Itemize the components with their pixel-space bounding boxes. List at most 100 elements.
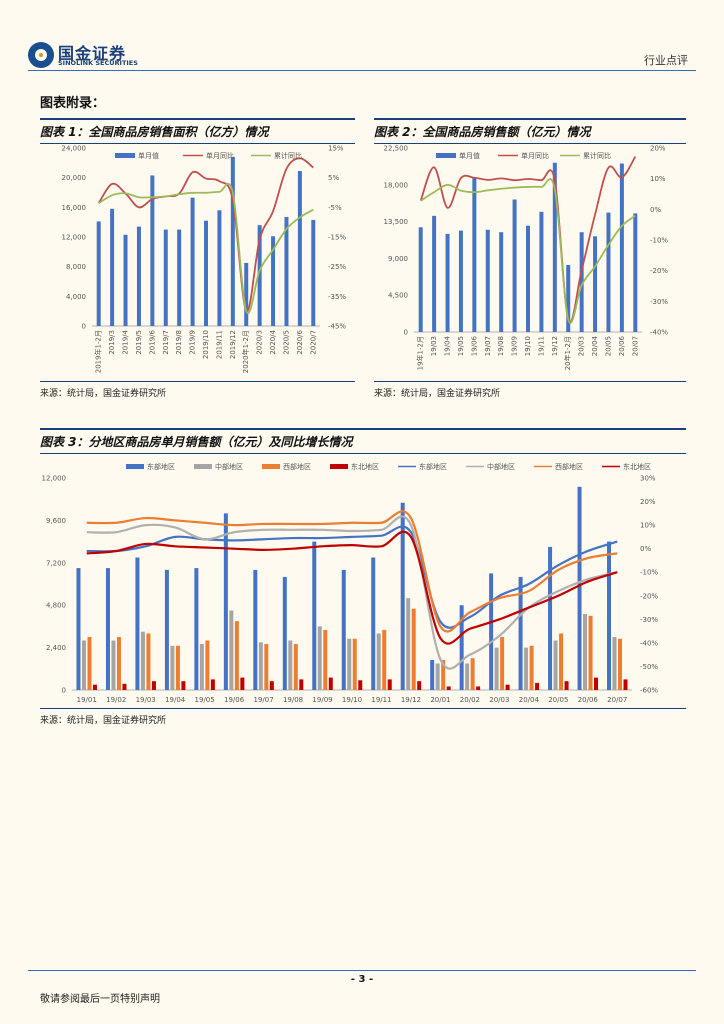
y-right-tick-label: -45%: [328, 323, 346, 331]
y-right-tick-label: 15%: [328, 145, 344, 153]
x-tick-label: 19/03: [136, 696, 156, 704]
x-tick-label: 2019/3: [108, 330, 116, 355]
x-tick-label: 20/02: [460, 696, 480, 704]
bar-fig3-s3: [387, 679, 392, 690]
bar-fig3-s1: [288, 640, 293, 690]
bar-fig3-s2: [175, 645, 180, 690]
bar-fig3-s3: [564, 681, 569, 690]
bar-fig1-s0: [123, 234, 128, 326]
x-tick-label: 20/04: [519, 696, 540, 704]
bar-fig3-s1: [170, 645, 175, 690]
bar-fig1-s0: [204, 220, 208, 326]
x-tick-label: 19/08: [283, 696, 303, 704]
x-tick-label: 19/04: [165, 696, 186, 704]
bar-fig3-s2: [441, 659, 446, 690]
x-tick-label: 2019/4: [122, 329, 130, 354]
bar-fig3-s3: [594, 677, 599, 690]
line-fig2-s1: [419, 156, 637, 324]
x-tick-label: 20/03: [489, 696, 509, 704]
bar-fig2-s0: [499, 232, 504, 332]
y-right-tick-label: -60%: [640, 687, 658, 695]
legend-swatch: [436, 153, 456, 158]
bar-fig3-s3: [240, 677, 245, 690]
x-tick-label: 19/05: [195, 696, 215, 704]
fig1-chart: 0 4,000 8,000 12,000 16,000 20,000 24,000 -45% -…: [62, 145, 347, 374]
y-left-tick-label: 4,000: [66, 293, 86, 301]
bar-fig3-s0: [341, 569, 346, 690]
bar-fig3-s1: [376, 633, 381, 690]
y-right-tick-label: -10%: [650, 237, 668, 245]
bar-fig3-s0: [282, 576, 287, 690]
bar-fig3-s3: [151, 681, 156, 690]
legend-label: 东部地区: [147, 462, 175, 471]
x-tick-label: 2019/10: [202, 330, 210, 359]
y-right-tick-label: -35%: [328, 293, 346, 301]
x-tick-label: 19/08: [497, 336, 505, 356]
y-right-tick-label: -15%: [328, 234, 346, 242]
line-fig3-s4: [86, 525, 618, 629]
bar-fig3-s1: [111, 640, 116, 690]
line-fig3-s7: [86, 530, 618, 645]
legend-label: 单月值: [459, 151, 480, 160]
bar-fig3-s0: [548, 546, 553, 690]
y-right-tick-label: 10%: [650, 175, 666, 183]
x-tick-label: 2020/4: [269, 329, 277, 354]
y-left-tick-label: 2,400: [46, 644, 66, 652]
y-right-tick-label: -20%: [650, 267, 668, 275]
logo-emblem-icon: [28, 42, 54, 68]
bar-fig3-s1: [553, 640, 558, 690]
y-right-tick-label: -5%: [328, 204, 342, 212]
y-left-tick-label: 0: [404, 329, 408, 337]
bar-fig3-s0: [105, 568, 110, 690]
x-tick-label: 20/04: [591, 335, 599, 356]
fig3-chart: 0 2,400 4,800 7,200 9,600 12,000 -60% -50% -40% -…: [42, 462, 659, 704]
disclaimer-note: 敬请参阅最后一页特别声明: [40, 994, 160, 1005]
bar-fig3-s0: [253, 569, 258, 690]
legend-label: 东部地区: [419, 462, 447, 471]
x-tick-label: 19/06: [470, 335, 478, 356]
bar-fig3-s2: [234, 621, 239, 690]
logo-chinese-name: 国金证券: [58, 44, 127, 63]
legend-label: 西部地区: [283, 462, 311, 471]
legend-swatch: [115, 153, 135, 158]
x-tick-label: 19/05: [457, 336, 465, 356]
x-tick-label: 2019/7: [162, 330, 170, 355]
x-tick-label: 2020/6: [296, 329, 304, 354]
y-right-tick-label: -30%: [650, 298, 668, 306]
bar-fig2-s0: [539, 211, 544, 332]
bar-fig2-s0: [579, 232, 584, 332]
x-tick-label: 19/09: [511, 336, 519, 356]
legend-swatch: [194, 464, 212, 469]
report-category: 行业点评: [644, 54, 688, 67]
y-left-tick-label: 16,000: [62, 204, 87, 212]
bar-fig3-s2: [470, 658, 475, 690]
bar-fig3-s2: [618, 638, 623, 690]
y-right-tick-label: -20%: [640, 592, 658, 600]
x-tick-label: 20/05: [548, 696, 568, 704]
bar-fig2-s0: [526, 225, 530, 332]
legend-label: 西部地区: [555, 462, 583, 471]
x-tick-label: 2020/7: [309, 330, 317, 355]
bar-fig3-s2: [293, 644, 298, 690]
fig1-source-divider: [40, 381, 355, 382]
bar-fig3-s0: [607, 541, 612, 690]
bar-fig3-s2: [500, 637, 505, 690]
bar-fig2-s0: [418, 227, 423, 332]
y-left-tick-label: 0: [82, 323, 86, 331]
bar-fig3-s0: [371, 557, 376, 690]
bar-fig2-s0: [552, 162, 557, 332]
x-tick-label: 19/11: [371, 696, 391, 704]
bar-fig1-s0: [163, 229, 168, 326]
bar-fig3-s0: [489, 573, 494, 690]
bar-fig3-s0: [223, 513, 228, 690]
bar-fig3-s3: [623, 679, 628, 690]
logo-english-name: SINOLINK SECURITIES: [58, 59, 138, 67]
fig2-source: 来源：统计局，国金证券研究所: [374, 389, 501, 399]
x-tick-label: 19/07: [484, 336, 492, 356]
company-logo: 国金证券 SINOLINK SECURITIES: [28, 40, 138, 70]
x-tick-label: 20/07: [631, 336, 639, 356]
bar-fig3-s3: [417, 681, 422, 690]
x-tick-label: 19/12: [401, 696, 421, 704]
bar-fig2-s0: [458, 230, 463, 332]
fig2-chart: 0 4,500 9,000 13,500 18,000 22,500 -40% -30% -20…: [384, 145, 669, 371]
